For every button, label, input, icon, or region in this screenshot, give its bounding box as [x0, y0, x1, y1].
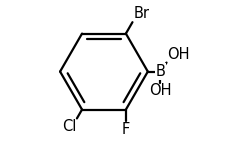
Text: F: F: [122, 122, 130, 137]
Text: OH: OH: [167, 47, 190, 62]
Text: Br: Br: [133, 6, 149, 21]
Text: Cl: Cl: [62, 119, 76, 134]
Text: OH: OH: [149, 83, 172, 98]
Text: B: B: [155, 64, 165, 79]
